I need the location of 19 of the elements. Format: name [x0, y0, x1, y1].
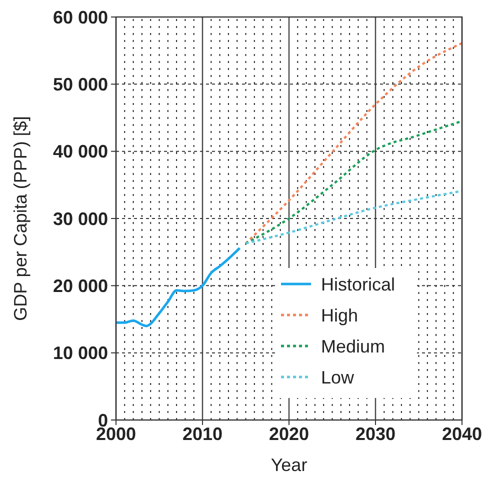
x-tick-label: 2030	[355, 424, 396, 444]
legend-label: Low	[321, 367, 356, 388]
legend-label: Medium	[321, 336, 386, 356]
x-tick-label: 2020	[268, 424, 310, 444]
y-tick-label: 30 000	[52, 208, 108, 229]
legend-label: High	[321, 305, 358, 326]
x-axis-title: Year	[270, 455, 308, 475]
line-series	[114, 246, 241, 328]
line-series	[244, 190, 464, 244]
y-tick-label: 20 000	[52, 276, 108, 296]
line-series	[244, 42, 464, 244]
y-axis-title: GDP per Capita (PPP) [$]	[10, 116, 30, 321]
y-tick-label: 40 000	[52, 142, 108, 162]
x-tick-label: 2040	[442, 424, 482, 444]
legend-label: Historical	[321, 274, 396, 294]
x-tick-label: 2010	[182, 424, 223, 444]
y-tick-label: 50 000	[52, 74, 108, 94]
y-tick-label: 60 000	[52, 7, 108, 28]
y-tick-label: 10 000	[52, 343, 108, 364]
